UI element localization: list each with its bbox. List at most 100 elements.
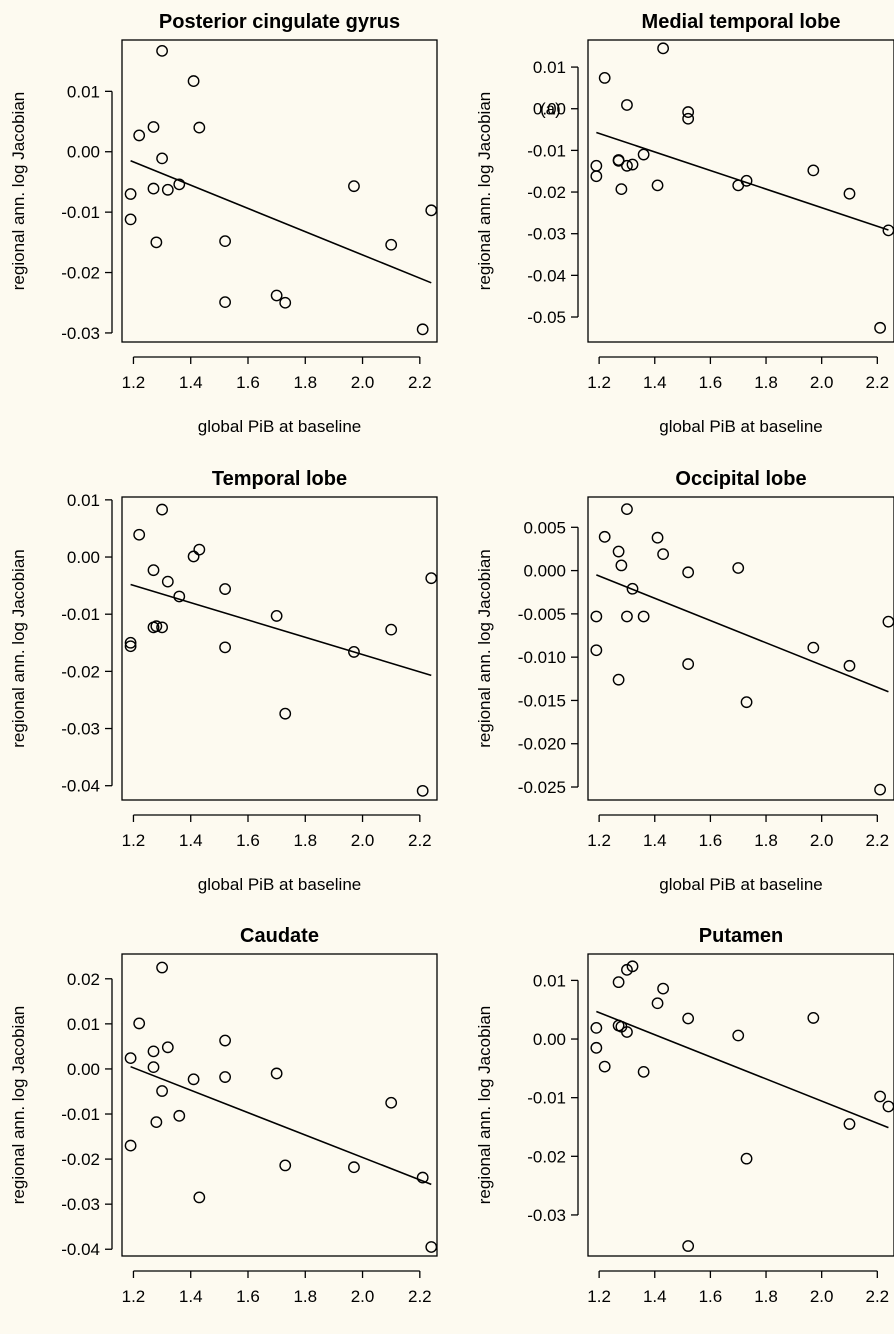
panel-title: Putamen bbox=[699, 925, 783, 947]
data-point bbox=[348, 646, 360, 658]
data-point bbox=[637, 610, 650, 623]
x-tick-label: 1.2 bbox=[587, 831, 611, 850]
panel-title: Occipital lobe bbox=[675, 468, 806, 490]
y-tick-label: -0.03 bbox=[61, 324, 100, 343]
x-tick-label: 1.6 bbox=[699, 1287, 723, 1306]
data-point bbox=[156, 1085, 168, 1097]
data-point bbox=[651, 531, 664, 544]
data-point bbox=[740, 696, 753, 709]
x-axis-label: global PiB at baseline bbox=[198, 417, 362, 436]
y-tick-label: -0.02 bbox=[527, 1147, 566, 1166]
data-point bbox=[637, 1065, 650, 1078]
data-point bbox=[843, 187, 856, 200]
data-point bbox=[612, 976, 625, 989]
y-tick-label: 0.01 bbox=[67, 491, 100, 510]
y-tick-label: 0.00 bbox=[67, 548, 100, 567]
data-point bbox=[133, 528, 146, 541]
data-point bbox=[732, 1029, 745, 1042]
plot-frame bbox=[587, 39, 894, 343]
panel-title: Posterior cingulate gyrus bbox=[159, 11, 400, 33]
data-point bbox=[874, 1090, 886, 1103]
data-point bbox=[348, 180, 360, 193]
y-tick-label: 0.00 bbox=[67, 143, 100, 162]
data-point bbox=[219, 296, 231, 309]
data-point bbox=[156, 503, 168, 516]
y-tick-label: -0.005 bbox=[518, 605, 566, 624]
x-tick-label: 2.0 bbox=[351, 373, 375, 392]
data-point bbox=[147, 1061, 160, 1074]
y-tick-label: -0.020 bbox=[518, 735, 566, 754]
panel-5: Putamen 1.2 1.4 1.6 1.8 2.0 2.2 global PiB at b… bbox=[475, 925, 894, 1334]
data-point bbox=[621, 503, 633, 516]
data-point bbox=[807, 641, 820, 654]
x-tick-label: 1.6 bbox=[699, 831, 723, 850]
data-point bbox=[133, 1017, 146, 1030]
data-point bbox=[219, 583, 231, 595]
data-point bbox=[657, 982, 670, 995]
data-point bbox=[156, 621, 168, 634]
data-point bbox=[193, 543, 206, 556]
x-tick-label: 1.8 bbox=[293, 373, 317, 392]
y-axis-label: regional ann. log Jacobian bbox=[475, 92, 494, 290]
data-point bbox=[598, 530, 611, 543]
x-tick-label: 2.2 bbox=[408, 831, 432, 850]
y-tick-label: -0.01 bbox=[61, 605, 100, 624]
x-tick-label: 1.6 bbox=[236, 1287, 260, 1306]
y-tick-label: -0.010 bbox=[518, 648, 566, 667]
x-tick-label: 1.8 bbox=[754, 373, 778, 392]
y-tick-label: -0.015 bbox=[518, 691, 566, 710]
data-point bbox=[682, 112, 695, 125]
data-point bbox=[279, 1159, 292, 1172]
data-point bbox=[124, 636, 137, 649]
x-tick-label: 1.4 bbox=[643, 373, 667, 392]
x-tick-label: 1.8 bbox=[754, 1287, 778, 1306]
data-point bbox=[416, 1171, 429, 1184]
regression-line bbox=[596, 1010, 889, 1129]
x-tick-label: 2.2 bbox=[865, 373, 889, 392]
data-point bbox=[187, 1073, 200, 1086]
data-point bbox=[682, 1240, 695, 1252]
data-point bbox=[807, 164, 820, 177]
data-point bbox=[598, 1060, 611, 1073]
y-tick-label: -0.03 bbox=[61, 1195, 100, 1214]
x-tick-label: 2.0 bbox=[351, 1287, 375, 1306]
data-point bbox=[425, 204, 438, 217]
y-tick-label: -0.01 bbox=[61, 1105, 100, 1124]
data-point bbox=[219, 641, 231, 654]
x-axis-label: global PiB at baseline bbox=[659, 875, 823, 894]
x-tick-label: 1.6 bbox=[236, 373, 260, 392]
data-point bbox=[657, 548, 670, 561]
regression-line bbox=[130, 160, 432, 284]
x-tick-label: 2.0 bbox=[351, 831, 375, 850]
data-point bbox=[615, 183, 628, 196]
data-point bbox=[279, 707, 292, 720]
data-point bbox=[147, 1045, 160, 1058]
x-tick-label: 2.0 bbox=[810, 373, 834, 392]
data-point bbox=[590, 1041, 603, 1054]
data-point bbox=[621, 159, 633, 172]
data-point bbox=[637, 148, 650, 161]
data-point bbox=[219, 1071, 231, 1083]
panel-annotation: (a) bbox=[540, 100, 561, 119]
x-tick-label: 1.8 bbox=[293, 831, 317, 850]
data-point bbox=[147, 564, 160, 577]
x-tick-label: 1.2 bbox=[122, 373, 146, 392]
x-tick-label: 2.0 bbox=[810, 1287, 834, 1306]
data-point bbox=[590, 644, 603, 657]
y-tick-label: 0.005 bbox=[523, 518, 566, 537]
y-tick-label: -0.01 bbox=[527, 141, 566, 160]
x-tick-label: 2.2 bbox=[865, 1287, 889, 1306]
regression-line bbox=[596, 574, 889, 693]
data-point bbox=[150, 620, 163, 633]
data-point bbox=[732, 562, 745, 574]
data-point bbox=[161, 1041, 174, 1054]
data-point bbox=[270, 610, 283, 622]
data-point bbox=[882, 224, 894, 237]
y-tick-label: 0.00 bbox=[533, 1030, 566, 1049]
data-point bbox=[133, 129, 146, 142]
y-tick-label: -0.01 bbox=[527, 1089, 566, 1108]
y-tick-label: 0.00 bbox=[67, 1060, 100, 1079]
data-point bbox=[626, 960, 639, 973]
x-tick-label: 1.2 bbox=[587, 1287, 611, 1306]
